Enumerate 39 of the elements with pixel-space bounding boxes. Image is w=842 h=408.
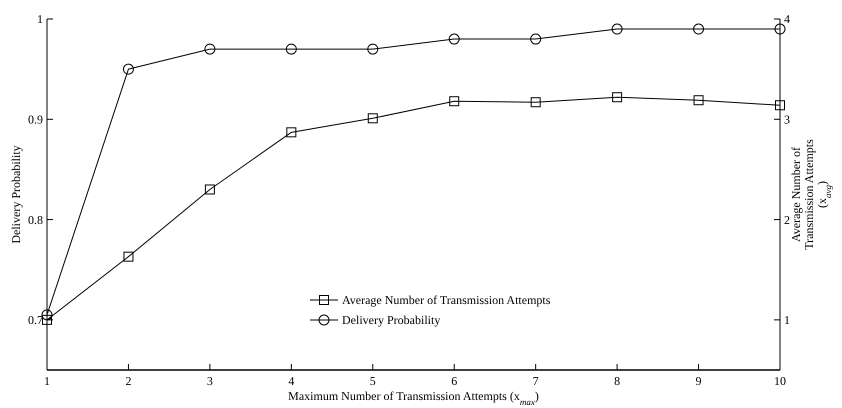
legend-label: Average Number of Transmission Attempts <box>342 293 551 308</box>
y-tick-label: 0.9 <box>28 112 43 126</box>
point <box>530 34 542 45</box>
point <box>530 97 541 108</box>
x-tick-label: 6 <box>451 374 458 388</box>
y2-tick-label: 1 <box>784 313 790 328</box>
x-tick-label: 8 <box>614 374 620 388</box>
y2-tick-label: 2 <box>784 212 790 227</box>
point <box>204 44 216 55</box>
point <box>449 96 460 106</box>
point <box>368 113 378 124</box>
point <box>123 252 134 262</box>
x-axis-title: Maximum Number of Transmission Attempts (x$_{max}$) <box>288 389 539 407</box>
point <box>367 44 378 55</box>
x-tick-label: 3 <box>206 374 213 388</box>
x-tick-label: 7 <box>532 374 539 388</box>
point <box>204 184 215 194</box>
x-tick-label: 2 <box>125 374 132 388</box>
x-tick-label: 4 <box>288 374 294 388</box>
y-tick-label: 1 <box>37 12 43 26</box>
y2-tick-label: 3 <box>784 112 790 126</box>
legend-label: Delivery Probability <box>342 313 440 328</box>
x-tick-label: 9 <box>696 374 702 388</box>
y2-tick-label: 4 <box>784 12 790 26</box>
point <box>774 24 786 35</box>
x-tick-label: 10 <box>774 374 786 388</box>
point <box>693 24 704 35</box>
point <box>122 64 134 75</box>
point <box>612 24 623 35</box>
x-tick-label: 5 <box>370 374 376 388</box>
point <box>448 34 460 45</box>
point <box>286 44 297 55</box>
y-tick-label: 0.7 <box>28 313 43 328</box>
point <box>286 127 296 138</box>
point <box>694 95 704 106</box>
point <box>775 100 785 110</box>
y-tick-label: 0.8 <box>28 212 43 227</box>
point <box>612 92 622 102</box>
y-axis-title: Delivery Probability <box>9 145 23 244</box>
